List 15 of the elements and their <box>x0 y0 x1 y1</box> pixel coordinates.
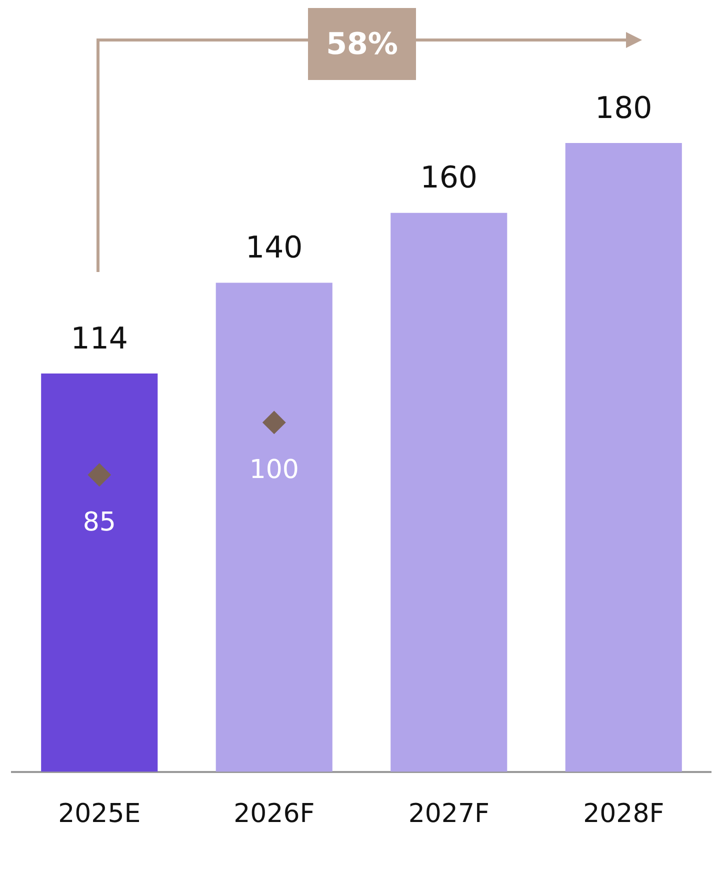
data-label: 100 <box>249 455 299 486</box>
bar <box>41 374 158 772</box>
data-label: 180 <box>594 90 652 126</box>
data-label: 160 <box>420 160 478 196</box>
x-tick-label: 2026F <box>234 799 315 830</box>
data-label: 114 <box>70 321 128 356</box>
data-label: 85 <box>82 508 116 538</box>
x-tick-label: 2027F <box>408 799 490 830</box>
bar <box>565 143 682 772</box>
x-tick-label: 2025E <box>58 799 141 830</box>
text: 58% <box>308 8 416 80</box>
data-label: 140 <box>245 230 303 266</box>
bar <box>216 282 332 772</box>
bar <box>390 212 508 772</box>
x-tick-label: 2028F <box>583 799 664 830</box>
